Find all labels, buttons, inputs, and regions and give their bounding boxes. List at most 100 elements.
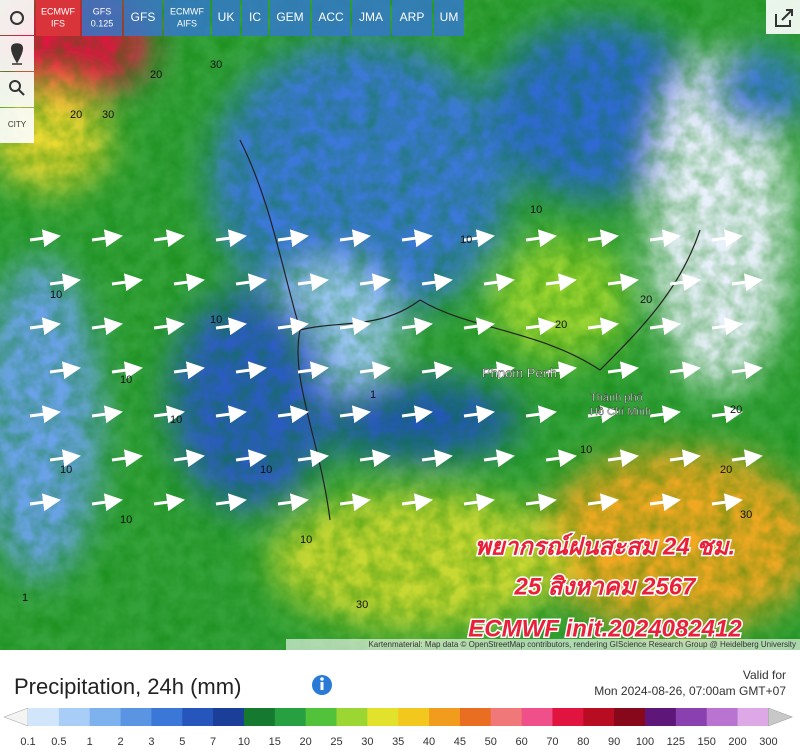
scale-segment: [490, 708, 523, 726]
wind-arrow: [463, 405, 495, 424]
contour-label: 20: [70, 109, 82, 121]
scale-label: 90: [608, 736, 620, 748]
wind-arrow: [91, 493, 123, 512]
model-button[interactable]: ECMWF AIFS: [164, 0, 210, 36]
button-label: GFS: [131, 10, 156, 24]
scale-segment: [336, 708, 368, 726]
wind-arrow: [669, 273, 701, 292]
model-button[interactable]: UM: [434, 0, 464, 36]
contour-label: 20: [720, 464, 732, 476]
scale-label: 25: [330, 736, 342, 748]
scale-segment: [274, 708, 307, 726]
wind-arrow: [669, 361, 701, 380]
wind-arrow: [545, 449, 577, 468]
contour-label: 1: [370, 389, 376, 401]
side-button[interactable]: [0, 36, 34, 71]
wind-arrow: [711, 317, 743, 336]
wind-arrow: [49, 449, 81, 468]
wind-arrow: [277, 493, 309, 512]
attribution-bg: [286, 639, 800, 650]
wind-arrow: [525, 317, 557, 336]
model-button[interactable]: JMA: [352, 0, 390, 36]
scale-segment: [459, 708, 492, 726]
side-button[interactable]: [0, 72, 34, 107]
scale-label: 5: [179, 736, 185, 748]
contour-label: 10: [170, 414, 182, 426]
model-button[interactable]: ARP: [392, 0, 432, 36]
wind-arrow: [29, 317, 61, 336]
wind-arrow: [545, 361, 577, 380]
button-bg: [82, 0, 122, 36]
wind-arrow: [153, 405, 185, 424]
wind-arrow: [607, 361, 639, 380]
wind-arrow: [359, 449, 391, 468]
scale-label: 0.1: [20, 736, 35, 748]
button-bg: [392, 0, 432, 36]
button-label: ACC: [318, 10, 344, 24]
wind-arrow: [173, 273, 205, 292]
wind-arrow: [29, 493, 61, 512]
scale-segment: [675, 708, 708, 726]
scale-label: 300: [759, 736, 777, 748]
wind-arrow: [235, 273, 267, 292]
button-label: UK: [218, 10, 235, 24]
wind-arrow: [669, 449, 701, 468]
scale-segment: [583, 708, 615, 726]
contour-label: 10: [60, 464, 72, 476]
scale-label: 0.5: [51, 736, 66, 748]
wind-arrow: [29, 405, 61, 424]
wind-arrow: [359, 361, 391, 380]
contour-label: 10: [530, 204, 542, 216]
contour-label: 20: [730, 404, 742, 416]
scale-label: 80: [577, 736, 589, 748]
model-button[interactable]: ACC: [312, 0, 350, 36]
wind-arrow: [297, 273, 329, 292]
wind-arrow: [277, 405, 309, 424]
scale-label: 10: [238, 736, 250, 748]
refresh-icon: [10, 11, 24, 25]
wind-arrow: [731, 273, 763, 292]
scale-segment: [614, 708, 646, 726]
scale-segment: [429, 708, 461, 726]
wind-arrow: [111, 273, 143, 292]
wind-arrow: [111, 361, 143, 380]
contour-label: 30: [740, 509, 752, 521]
wind-arrow: [711, 405, 743, 424]
info-button[interactable]: [312, 675, 332, 695]
button-bg: [312, 0, 350, 36]
side-button[interactable]: [0, 0, 34, 35]
side-button[interactable]: CITY: [0, 108, 34, 143]
scale-label: 70: [546, 736, 558, 748]
wind-arrow: [339, 229, 371, 248]
map[interactable]: [0, 0, 800, 650]
scale-segment: [305, 708, 337, 726]
wind-arrow: [235, 449, 267, 468]
wind-arrow: [483, 449, 515, 468]
button-label: UM: [440, 10, 459, 24]
wind-arrows: [29, 229, 763, 512]
wind-arrow: [587, 405, 619, 424]
scale-segment: [706, 708, 739, 726]
wind-arrow: [339, 405, 371, 424]
scale-segment: [213, 708, 245, 726]
model-button[interactable]: UK: [212, 0, 240, 36]
wind-arrow: [525, 493, 557, 512]
wind-arrow: [401, 493, 433, 512]
button-label: ARP: [400, 10, 425, 24]
model-button[interactable]: IC: [242, 0, 268, 36]
model-button[interactable]: GFS 0.125: [82, 0, 122, 36]
contour-label: 10: [580, 444, 592, 456]
scale-label: 100: [636, 736, 654, 748]
share-button[interactable]: [766, 0, 800, 34]
scale-label: 2: [117, 736, 123, 748]
contour-label: 10: [460, 234, 472, 246]
scale-segment: [182, 708, 214, 726]
scale-segment: [58, 708, 91, 726]
model-button[interactable]: GFS: [124, 0, 162, 36]
wind-arrow: [649, 493, 681, 512]
button-bg: [434, 0, 464, 36]
city-label: CITY: [8, 120, 27, 129]
model-button[interactable]: GEM: [270, 0, 310, 36]
model-button[interactable]: ECMWF IFS: [36, 0, 80, 36]
